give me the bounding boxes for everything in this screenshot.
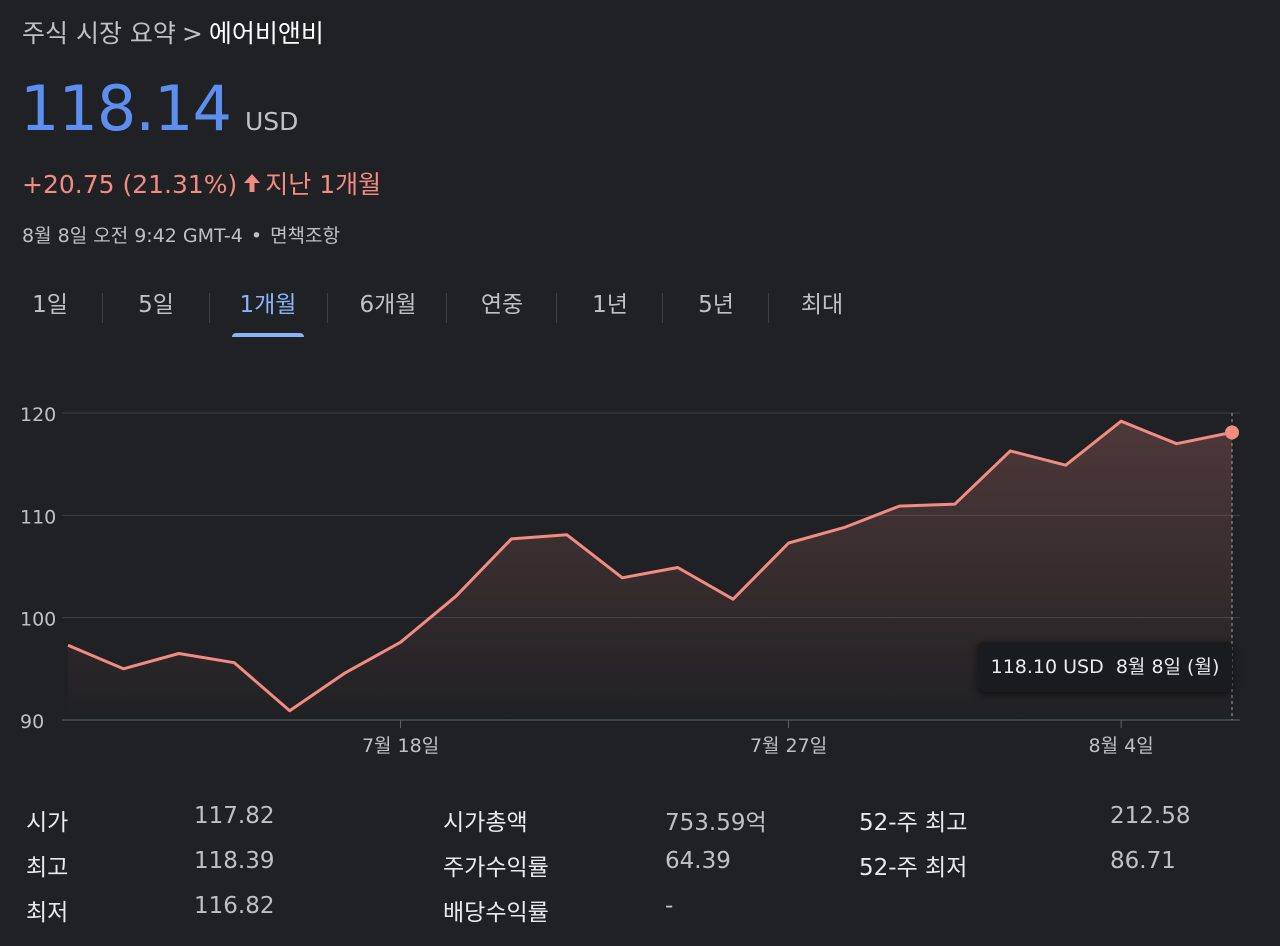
price-change: +20.75 (21.31%) 지난 1개월	[22, 165, 381, 201]
x-tick-label: 7월 18일	[362, 735, 439, 757]
tab-label: 연중	[480, 292, 524, 318]
quote-timestamp: 8월 8일 오전 9:42 GMT-4	[22, 225, 243, 247]
price-area	[68, 421, 1232, 720]
stat-label-pe-ratio: 주가수익률	[443, 855, 549, 881]
stat-label-low: 최저	[26, 900, 69, 926]
chart-tooltip: 118.10 USD 8월 8일 (월)	[978, 642, 1232, 692]
currency-label: USD	[244, 107, 299, 136]
price-chart[interactable]: 120 110 100 90 7월 18일 7월 27일 8월 4일	[0, 390, 1280, 770]
y-tick-label: 90	[20, 711, 44, 733]
tab-label: 1개월	[239, 292, 297, 318]
tab-max[interactable]: 최대	[790, 285, 854, 337]
stat-label-52w-low: 52-주 최저	[859, 855, 968, 881]
tab-1y[interactable]: 1년	[578, 285, 642, 337]
tab-divider	[662, 293, 663, 323]
tab-divider	[102, 293, 103, 323]
price-line	[67, 419, 1233, 713]
stat-value-pe-ratio: 64.39	[665, 848, 731, 874]
y-tick-label: 120	[20, 404, 56, 426]
tab-divider	[768, 293, 769, 323]
stat-label-52w-high: 52-주 최고	[859, 810, 968, 836]
change-period: 지난 1개월	[265, 170, 382, 199]
disclaimer-link[interactable]: 면책조항	[270, 225, 340, 247]
tab-1m[interactable]: 1개월	[232, 285, 304, 337]
tab-5d[interactable]: 5일	[124, 285, 188, 337]
tab-5y[interactable]: 5년	[684, 285, 748, 337]
current-price: 118.14	[20, 72, 232, 145]
y-tick-label: 100	[20, 609, 56, 631]
stat-label-open: 시가	[26, 810, 69, 836]
range-tabs: 1일 5일 1개월 6개월 연중 1년 5년 최대	[0, 285, 900, 337]
tab-label: 5년	[698, 292, 734, 318]
stat-value-low: 116.82	[194, 893, 275, 919]
stat-value-52w-high: 212.58	[1110, 803, 1191, 829]
stat-label-high: 최고	[26, 855, 69, 881]
last-price-point	[1225, 425, 1239, 440]
stat-value-52w-low: 86.71	[1110, 848, 1176, 874]
stat-label-div-yield: 배당수익률	[443, 900, 549, 926]
y-tick-label: 110	[20, 506, 56, 528]
stat-value-div-yield: -	[665, 893, 674, 919]
breadcrumb-separator: >	[181, 19, 203, 48]
tooltip-date: 8월 8일 (월)	[1115, 656, 1220, 678]
x-tick-label: 7월 27일	[750, 735, 827, 757]
x-tick-label: 8월 4일	[1089, 735, 1154, 757]
tab-label: 5일	[138, 292, 174, 318]
tab-1d[interactable]: 1일	[18, 285, 82, 337]
tooltip-value: 118.10 USD	[990, 656, 1104, 678]
tab-label: 6개월	[359, 292, 417, 318]
tab-6m[interactable]: 6개월	[352, 285, 424, 337]
stat-value-market-cap: 753.59억	[665, 810, 767, 836]
tab-divider	[446, 293, 447, 323]
tab-label: 1일	[32, 292, 68, 318]
tab-label: 1년	[592, 292, 628, 318]
arrow-up-icon	[243, 170, 261, 199]
breadcrumb: 주식 시장 요약 > 에어비앤비	[22, 14, 324, 50]
tab-divider	[327, 293, 328, 323]
quote-meta: 8월 8일 오전 9:42 GMT-4 • 면책조항	[22, 221, 340, 248]
tab-divider	[556, 293, 557, 323]
tab-divider	[209, 293, 210, 323]
meta-separator-dot: •	[250, 225, 263, 247]
breadcrumb-current: 에어비앤비	[208, 19, 324, 48]
stat-value-open: 117.82	[194, 803, 275, 829]
stat-value-high: 118.39	[194, 848, 275, 874]
price-row: 118.14 USD	[20, 72, 298, 145]
tab-ytd[interactable]: 연중	[470, 285, 534, 337]
breadcrumb-parent-link[interactable]: 주식 시장 요약	[22, 19, 176, 48]
stat-label-market-cap: 시가총액	[443, 810, 528, 836]
change-value: +20.75 (21.31%)	[22, 170, 238, 199]
tab-label: 최대	[800, 292, 844, 318]
